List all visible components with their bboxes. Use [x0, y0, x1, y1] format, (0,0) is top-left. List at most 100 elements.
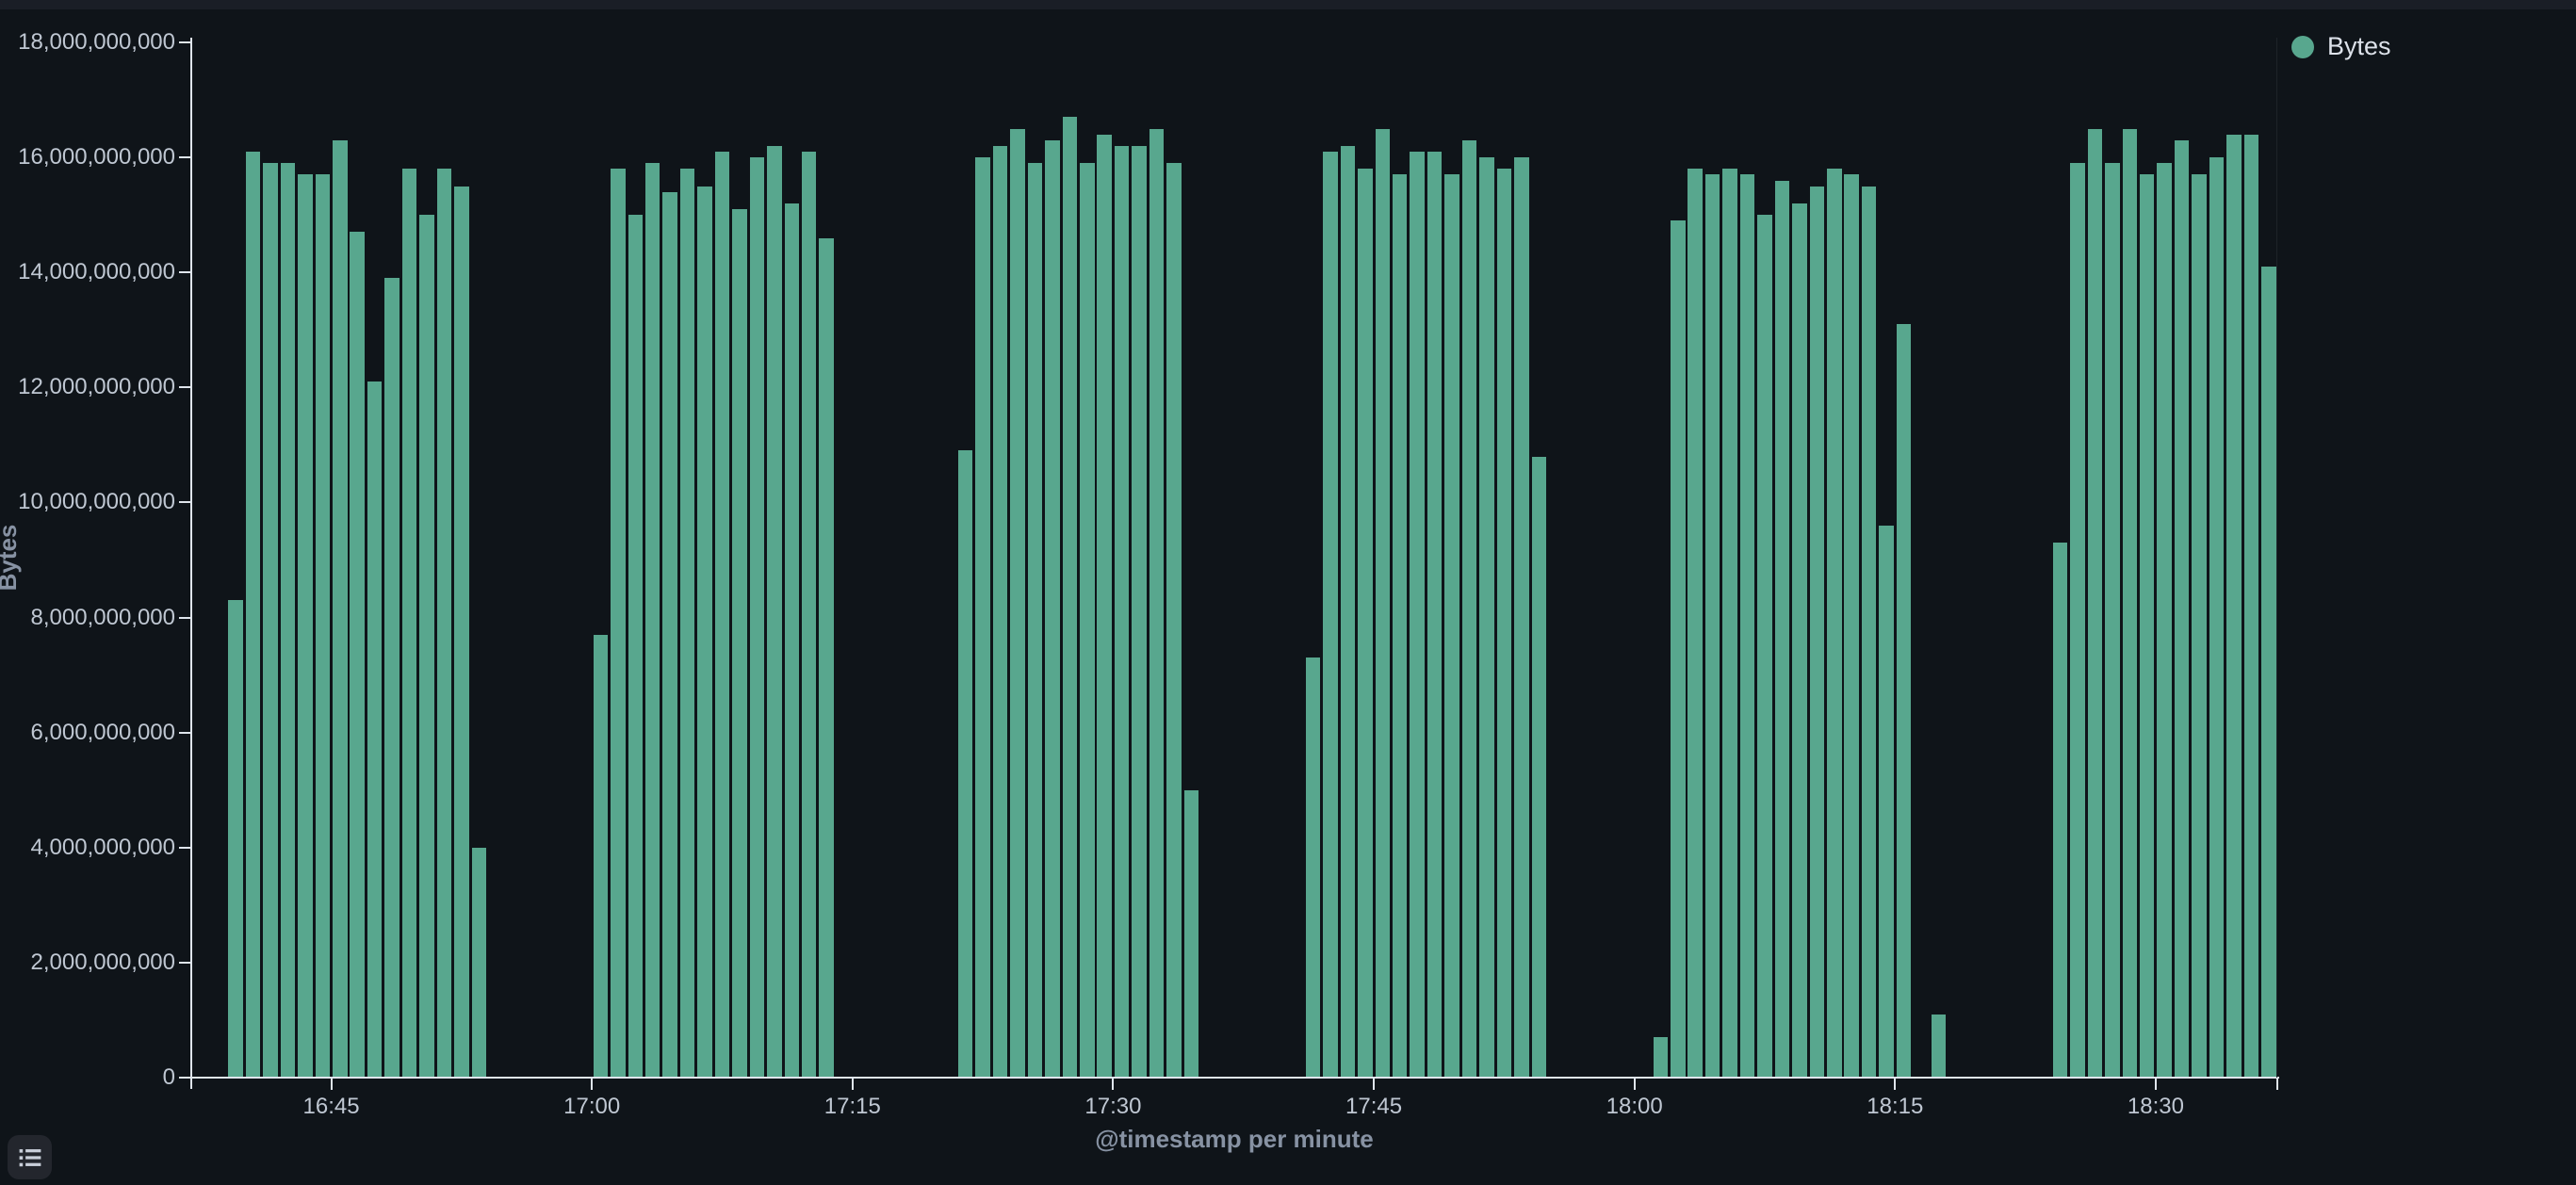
bar-17:48[interactable]: [1427, 152, 1443, 1078]
bar-16:46[interactable]: [350, 232, 365, 1078]
bar-17:25[interactable]: [1027, 163, 1043, 1078]
bar-16:42[interactable]: [280, 163, 296, 1078]
legend-toggle-button[interactable]: [8, 1135, 52, 1179]
bar-16:39[interactable]: [228, 600, 243, 1078]
bar-17:05[interactable]: [679, 169, 695, 1078]
bar-18:27[interactable]: [2105, 163, 2120, 1078]
bar-17:07[interactable]: [714, 152, 730, 1078]
bar-18:08[interactable]: [1774, 180, 1790, 1078]
bar-17:52[interactable]: [1496, 169, 1512, 1078]
bar-18:33[interactable]: [2209, 157, 2225, 1078]
bar-18:13[interactable]: [1861, 186, 1877, 1078]
bar-18:29[interactable]: [2139, 174, 2155, 1078]
bar-18:36[interactable]: [2261, 267, 2276, 1078]
bar-18:06[interactable]: [1739, 174, 1755, 1078]
bar-16:44[interactable]: [315, 174, 331, 1078]
bar-18:14[interactable]: [1879, 525, 1894, 1078]
y-tick: [179, 961, 190, 964]
legend-item-bytes[interactable]: Bytes: [2291, 34, 2391, 59]
bar-17:10[interactable]: [767, 145, 782, 1078]
bar-17:41[interactable]: [1305, 657, 1321, 1078]
bar-17:42[interactable]: [1323, 152, 1338, 1078]
bar-17:24[interactable]: [1010, 128, 1025, 1078]
bar-17:12[interactable]: [801, 152, 817, 1078]
bar-17:13[interactable]: [819, 237, 834, 1078]
bar-17:53[interactable]: [1514, 157, 1529, 1078]
bar-17:06[interactable]: [697, 186, 712, 1078]
bar-16:49[interactable]: [401, 169, 417, 1078]
bar-17:26[interactable]: [1045, 139, 1060, 1078]
bar-16:47[interactable]: [367, 381, 383, 1078]
bar-18:28[interactable]: [2122, 128, 2138, 1078]
bar-17:44[interactable]: [1358, 169, 1373, 1078]
bar-17:43[interactable]: [1340, 145, 1356, 1078]
bar-16:43[interactable]: [298, 174, 313, 1078]
bar-17:31[interactable]: [1132, 145, 1147, 1078]
bar-18:01[interactable]: [1653, 1037, 1669, 1078]
bar-18:03[interactable]: [1687, 169, 1703, 1078]
bar-18:09[interactable]: [1792, 203, 1807, 1078]
bar-18:05[interactable]: [1722, 169, 1737, 1078]
bar-17:09[interactable]: [749, 157, 765, 1078]
bar-17:27[interactable]: [1062, 117, 1078, 1078]
bar-17:11[interactable]: [784, 203, 800, 1078]
bar-17:33[interactable]: [1166, 163, 1182, 1078]
bar-17:49[interactable]: [1444, 174, 1459, 1078]
bar-17:23[interactable]: [992, 145, 1008, 1078]
bar-18:31[interactable]: [2174, 139, 2190, 1078]
bar-18:15[interactable]: [1896, 324, 1912, 1078]
bar-17:30[interactable]: [1114, 145, 1130, 1078]
bar-18:35[interactable]: [2243, 134, 2259, 1078]
bar-16:41[interactable]: [263, 163, 278, 1078]
bar-18:17[interactable]: [1931, 1014, 1947, 1078]
bar-17:51[interactable]: [1479, 157, 1494, 1078]
bar-17:54[interactable]: [1531, 456, 1546, 1078]
x-tick: [1373, 1079, 1376, 1090]
bar-17:45[interactable]: [1375, 128, 1391, 1078]
bar-17:29[interactable]: [1097, 134, 1112, 1078]
bar-17:08[interactable]: [732, 209, 747, 1078]
bar-17:22[interactable]: [975, 157, 990, 1078]
bar-17:04[interactable]: [662, 191, 677, 1078]
bar-18:24[interactable]: [2052, 543, 2068, 1078]
y-tick-label: 18,000,000,000: [18, 29, 175, 55]
bar-18:32[interactable]: [2192, 174, 2207, 1078]
bar-17:01[interactable]: [611, 169, 626, 1078]
x-tick: [1112, 1079, 1115, 1090]
legend-series-dot-icon: [2291, 35, 2314, 58]
bar-18:04[interactable]: [1704, 174, 1720, 1078]
x-tick: [1633, 1079, 1636, 1090]
x-tick-label: 17:15: [823, 1094, 881, 1119]
bar-17:32[interactable]: [1149, 128, 1165, 1078]
bar-16:48[interactable]: [384, 278, 399, 1078]
bar-16:51[interactable]: [436, 169, 452, 1078]
bar-18:07[interactable]: [1757, 215, 1772, 1078]
bar-17:50[interactable]: [1461, 139, 1477, 1078]
bar-17:03[interactable]: [644, 163, 660, 1078]
bar-18:30[interactable]: [2157, 163, 2172, 1078]
bar-18:02[interactable]: [1671, 220, 1686, 1078]
bar-16:50[interactable]: [419, 215, 434, 1078]
bar-18:12[interactable]: [1844, 174, 1859, 1078]
bar-18:25[interactable]: [2070, 163, 2085, 1078]
bar-16:40[interactable]: [245, 152, 261, 1078]
bar-16:53[interactable]: [471, 847, 487, 1078]
bar-16:52[interactable]: [454, 186, 469, 1078]
bar-18:34[interactable]: [2226, 134, 2242, 1078]
bar-16:45[interactable]: [333, 139, 348, 1078]
bar-18:26[interactable]: [2087, 128, 2103, 1078]
bar-17:00[interactable]: [593, 634, 609, 1078]
bar-17:47[interactable]: [1410, 152, 1425, 1078]
bar-17:34[interactable]: [1183, 789, 1199, 1078]
y-tick: [179, 1077, 190, 1079]
bar-17:46[interactable]: [1392, 174, 1408, 1078]
bar-18:10[interactable]: [1809, 186, 1825, 1078]
bar-17:28[interactable]: [1080, 163, 1095, 1078]
y-tick-label: 2,000,000,000: [30, 949, 175, 975]
y-tick: [179, 386, 190, 389]
plot-right-border: [2276, 38, 2277, 1078]
bar-17:21[interactable]: [957, 450, 973, 1078]
bar-17:02[interactable]: [628, 215, 644, 1078]
bar-18:11[interactable]: [1827, 169, 1842, 1078]
y-tick: [179, 41, 190, 43]
